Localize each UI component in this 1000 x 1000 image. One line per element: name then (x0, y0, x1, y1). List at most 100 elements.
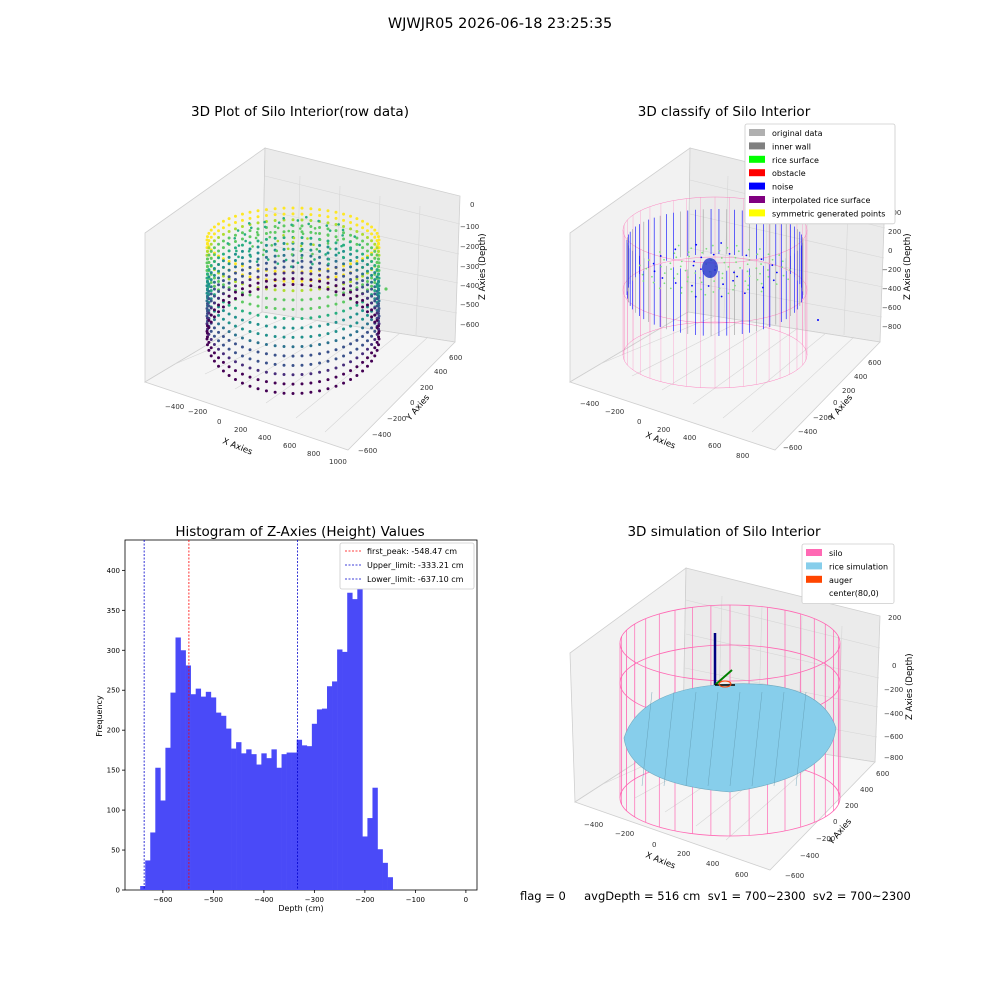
data-point (326, 234, 330, 237)
tick-label: −200 (816, 835, 835, 843)
data-point (365, 356, 369, 360)
data-point (334, 278, 338, 282)
data-point (273, 213, 277, 217)
surface-point (659, 255, 662, 257)
surface-point (653, 270, 656, 273)
data-point (264, 380, 268, 384)
histogram-bar (185, 665, 191, 890)
data-point (273, 297, 277, 301)
x-tick-label: −300 (305, 896, 324, 904)
data-point (334, 216, 338, 220)
data-point (309, 353, 313, 357)
data-point (326, 227, 330, 231)
data-point (209, 297, 213, 301)
data-point (240, 262, 244, 266)
data-point (221, 305, 225, 309)
x-axis-label: Depth (cm) (278, 904, 323, 913)
data-point (243, 233, 247, 236)
data-point (327, 257, 331, 261)
surface-point (732, 279, 734, 282)
data-point (227, 268, 231, 272)
data-point (209, 338, 213, 342)
data-point (205, 331, 209, 335)
data-point (256, 281, 260, 285)
data-point (377, 235, 381, 239)
data-point (349, 271, 353, 275)
surface-point (673, 252, 676, 255)
histogram-bar (205, 691, 212, 890)
data-point (221, 335, 225, 339)
data-point (291, 345, 295, 349)
data-point (256, 368, 260, 372)
data-point (334, 265, 338, 269)
data-point (240, 218, 244, 222)
data-point (207, 326, 211, 330)
data-point (227, 223, 231, 227)
data-point (309, 372, 313, 376)
data-point (342, 336, 346, 340)
data-point (240, 237, 244, 241)
surface-point (677, 244, 680, 247)
data-point (221, 369, 225, 373)
legend-label: auger (829, 576, 853, 585)
data-point (326, 269, 330, 273)
data-point (273, 288, 277, 292)
tick-label: 400 (854, 373, 867, 381)
data-point (212, 287, 216, 291)
data-point (377, 279, 381, 283)
data-point (264, 315, 268, 319)
data-point (212, 280, 216, 284)
surface-point (775, 283, 778, 286)
data-point (291, 259, 295, 263)
data-point (365, 303, 369, 307)
data-point (326, 295, 330, 299)
surface-point (748, 248, 750, 251)
data-point (248, 357, 252, 361)
histogram-bar (347, 592, 353, 890)
data-point (365, 256, 369, 260)
data-point (286, 247, 290, 251)
tick-label: −400 (165, 403, 184, 411)
histogram-bar (352, 599, 358, 890)
data-point (300, 206, 304, 210)
data-point (326, 287, 330, 291)
panel4-ylabel: Y Axies (826, 817, 854, 848)
data-point (370, 326, 374, 330)
data-point (342, 280, 346, 284)
surface-point (711, 244, 714, 247)
surface-point (767, 269, 769, 271)
panel4-title: 3D simulation of Silo Interior (627, 524, 821, 540)
data-point (240, 225, 244, 229)
data-point (212, 301, 216, 305)
data-point (207, 253, 211, 257)
data-point (291, 271, 295, 275)
data-point (377, 324, 381, 328)
data-point (361, 343, 365, 347)
data-point (300, 265, 304, 269)
tick-label: 400 (258, 434, 271, 442)
surface-point (758, 248, 761, 250)
silo-ring (622, 256, 808, 324)
data-point (212, 308, 216, 312)
data-point (349, 290, 353, 294)
data-point (342, 345, 346, 349)
data-point (312, 243, 315, 247)
data-point (261, 253, 265, 257)
data-point (324, 253, 327, 256)
data-point (233, 378, 237, 382)
tick-label: 400 (706, 860, 719, 868)
data-point (212, 253, 216, 257)
data-point (373, 346, 377, 350)
data-point (337, 251, 341, 255)
data-point (300, 271, 304, 275)
data-point (300, 277, 304, 281)
data-point (309, 284, 313, 288)
data-point (205, 235, 209, 239)
data-point (217, 296, 221, 300)
data-point (309, 325, 313, 329)
data-point (282, 307, 286, 311)
surface-point (747, 284, 750, 287)
data-point (282, 271, 286, 275)
surface-point (756, 253, 759, 256)
data-point (349, 233, 353, 237)
